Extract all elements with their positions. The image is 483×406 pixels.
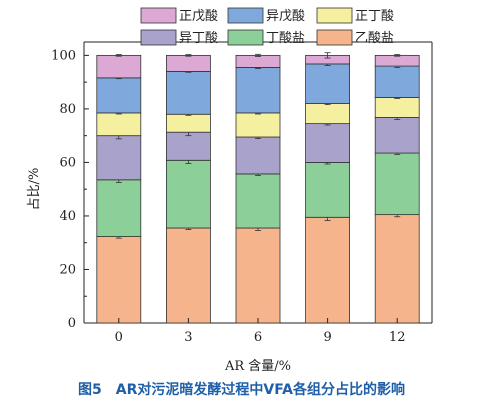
legend-label: 乙酸盐 (355, 31, 394, 46)
y-tick-label: 60 (59, 155, 76, 170)
bar-segment (305, 63, 351, 104)
bar-segment (235, 112, 281, 138)
legend-label: 异戊酸 (266, 9, 305, 24)
bar-segment (374, 96, 420, 118)
legend-swatch (316, 7, 353, 24)
bar-segment (374, 54, 420, 67)
bar-segment (165, 54, 211, 72)
legend-label: 异丁酸 (179, 31, 218, 46)
legend-label: 正丁酸 (355, 9, 394, 24)
figure-caption: 图5 AR对污泥暗发酵过程中VFA各组分占比的影响 (78, 382, 405, 398)
bar-segment (96, 236, 142, 324)
y-tick-label: 100 (51, 48, 76, 63)
bar-segment (374, 65, 420, 98)
bar-segment (305, 216, 351, 324)
bar-segment (96, 112, 142, 137)
legend-swatch (140, 29, 177, 46)
bar-segment (235, 136, 281, 175)
y-tick-label: 80 (59, 102, 76, 117)
x-tick-label: 0 (115, 330, 123, 345)
y-tick-label: 0 (68, 316, 76, 331)
legend-label: 正戊酸 (179, 9, 218, 24)
bar-segment (165, 227, 211, 324)
legend-swatch (316, 29, 353, 46)
bar-segment (305, 162, 351, 218)
bar-segment (235, 173, 281, 229)
y-axis-title: 占比/% (27, 168, 42, 211)
bar-segment (165, 113, 211, 133)
bar-segment (374, 117, 420, 154)
x-tick-label: 9 (323, 330, 331, 345)
bar-segment (96, 77, 142, 114)
bar-segment (96, 54, 142, 79)
bar-segment (96, 179, 142, 237)
bar-segment (96, 135, 142, 181)
bar-segment (305, 103, 351, 125)
legend-swatch (227, 7, 264, 24)
x-tick-label: 6 (254, 330, 262, 345)
x-tick-label: 12 (389, 330, 406, 345)
bar-segment (165, 71, 211, 115)
bar-segment (235, 67, 281, 114)
bar-segment (305, 123, 351, 163)
y-tick-label: 20 (59, 262, 76, 277)
y-tick-label: 40 (59, 209, 76, 224)
bar-segment (374, 214, 420, 324)
bar-segment (235, 227, 281, 324)
x-axis-title: AR 含量/% (224, 358, 291, 374)
legend-label: 丁酸盐 (266, 31, 305, 46)
legend-swatch (140, 7, 177, 24)
bar-segment (165, 159, 211, 229)
bar-segment (235, 54, 281, 68)
x-tick-label: 3 (184, 330, 192, 345)
bar-segment (374, 152, 420, 216)
bar-segment (165, 131, 211, 161)
legend-swatch (227, 29, 264, 46)
